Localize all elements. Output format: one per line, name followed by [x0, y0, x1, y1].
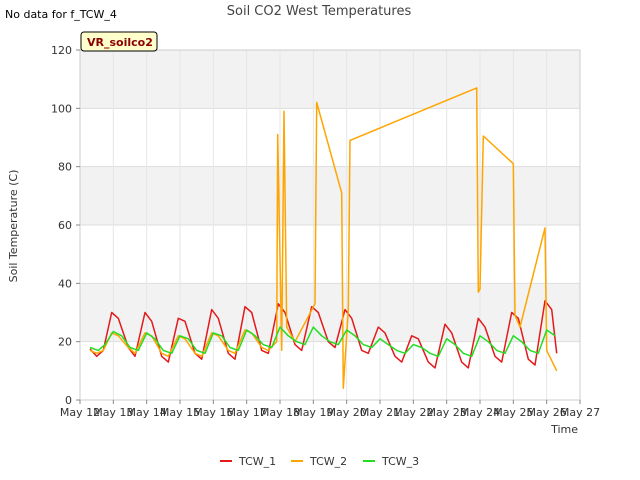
x-tick-label: May 21: [360, 406, 400, 419]
x-tick-label: May 25: [493, 406, 533, 419]
plot-band: [80, 283, 580, 342]
legend-item-tcw-3: TCW_3: [363, 455, 419, 468]
x-tick-label: May 14: [127, 406, 167, 419]
legend-label: TCW_1: [238, 455, 276, 468]
legend-label: TCW_3: [381, 455, 419, 468]
series-line-tcw-1: [89, 300, 558, 369]
x-tick-label: May 26: [527, 406, 567, 419]
series-line-tcw-3: [89, 326, 556, 358]
x-tick-label: May 22: [393, 406, 433, 419]
y-tick-label: 0: [65, 394, 72, 407]
x-tick-label: May 12: [60, 406, 100, 419]
x-tick-label: May 13: [93, 406, 133, 419]
no-data-note: No data for f_TCW_4: [5, 8, 117, 21]
x-tick-label: May 18: [260, 406, 300, 419]
legend-item-tcw-2: TCW_2: [291, 455, 347, 468]
x-axis-title: Time: [550, 423, 578, 436]
legend-label: TCW_2: [309, 455, 347, 468]
legend: TCW_1 TCW_2 TCW_3: [220, 455, 419, 468]
y-tick-label: 120: [51, 44, 72, 57]
x-tick-label: May 19: [293, 406, 333, 419]
plot-band: [80, 225, 580, 284]
plot-band: [80, 50, 580, 109]
y-tick-label: 100: [51, 102, 72, 115]
legend-item-tcw-1: TCW_1: [220, 455, 276, 468]
site-badge: VR_soilco2: [80, 31, 158, 52]
site-badge-label: VR_soilco2: [87, 36, 153, 49]
y-tick-label: 20: [58, 336, 72, 349]
site-badge-box: [80, 31, 158, 52]
y-tick-label: 60: [58, 219, 72, 232]
x-tick-label: May 17: [227, 406, 267, 419]
y-tick-label: 40: [58, 277, 72, 290]
y-tick-label: 80: [58, 161, 72, 174]
plot-band: [80, 341, 580, 400]
x-tick-label: May 16: [193, 406, 233, 419]
x-tick-label: May 20: [327, 406, 367, 419]
x-tick-label: May 24: [460, 406, 500, 419]
y-axis-title: Soil Temperature (C): [7, 170, 20, 283]
y-axis-ticks: 0 20 40 60 80 100 120: [51, 44, 80, 407]
x-tick-label: May 27: [560, 406, 600, 419]
x-tick-label: May 15: [160, 406, 200, 419]
chart-title: Soil CO2 West Temperatures: [227, 4, 412, 19]
series-lines: [89, 87, 558, 390]
plot-band: [80, 108, 580, 167]
x-tick-label: May 23: [427, 406, 467, 419]
plot-background: [80, 50, 580, 400]
plot-band: [80, 166, 580, 225]
